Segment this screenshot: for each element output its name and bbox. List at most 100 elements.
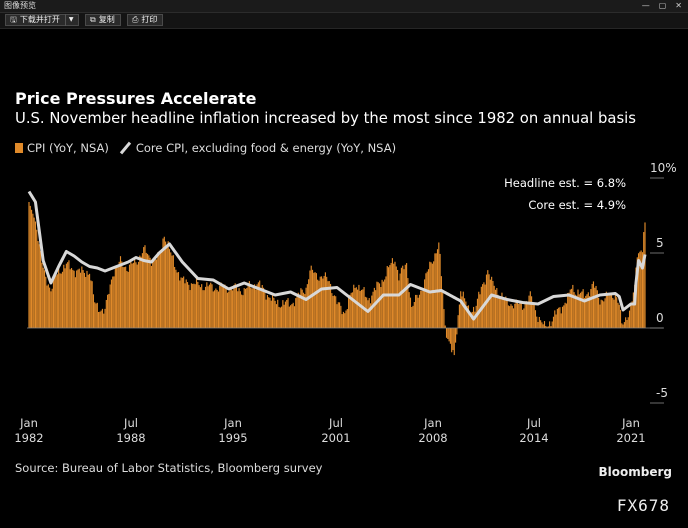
cpi-bar <box>492 280 494 328</box>
cpi-bar <box>409 297 412 328</box>
cpi-bar <box>399 273 401 328</box>
cpi-bar <box>295 298 297 328</box>
chevron-down-icon[interactable]: ▼ <box>64 14 73 26</box>
cpi-bar <box>82 270 84 328</box>
cpi-bar <box>398 280 400 328</box>
cpi-bar <box>190 283 192 328</box>
cpi-bar <box>326 276 328 328</box>
cpi-bar <box>322 278 324 328</box>
cpi-bar <box>306 284 308 328</box>
print-button[interactable]: ⎙ 打印 <box>127 14 163 26</box>
cpi-bar <box>582 289 584 328</box>
cpi-bar <box>162 238 164 328</box>
cpi-bar <box>411 306 413 328</box>
cpi-bar <box>417 297 419 328</box>
cpi-bar <box>541 322 543 328</box>
x-tick-year: 2014 <box>519 431 548 445</box>
cpi-bar <box>599 304 601 328</box>
x-tick-month: Jul <box>328 416 343 430</box>
cpi-bar <box>573 292 575 328</box>
y-tick-label: 5 <box>656 236 664 250</box>
cpi-bar <box>340 305 342 328</box>
cpi-bar <box>36 229 38 328</box>
cpi-bar <box>579 292 582 328</box>
cpi-bar <box>496 288 498 328</box>
maximize-icon[interactable]: ▢ <box>658 1 667 10</box>
cpi-bar <box>70 268 73 328</box>
cpi-bar <box>612 297 614 328</box>
cpi-bar <box>560 313 562 328</box>
cpi-bar <box>364 296 366 328</box>
cpi-bar <box>216 289 218 328</box>
cpi-bar <box>304 294 306 328</box>
window-title: 图像预览 <box>4 1 36 10</box>
cpi-bar <box>601 300 604 328</box>
close-icon[interactable]: ✕ <box>675 1 682 10</box>
cpi-bar <box>600 299 602 328</box>
cpi-bar <box>503 297 506 328</box>
cpi-bar <box>534 310 537 328</box>
cpi-bar <box>372 291 374 328</box>
cpi-bar <box>192 283 194 328</box>
cpi-bar <box>116 265 118 328</box>
cpi-bar <box>311 269 314 328</box>
cpi-bar <box>366 297 368 328</box>
cpi-bar <box>126 270 128 328</box>
cpi-bar <box>109 284 111 328</box>
cpi-bar <box>449 328 451 344</box>
download-open-button[interactable]: 🖫 下载并打开 ▼ <box>5 14 79 26</box>
cpi-bar <box>247 286 249 328</box>
cpi-bar <box>350 292 352 328</box>
cpi-bar <box>415 294 417 328</box>
bloomberg-logo: Bloomberg <box>598 465 673 479</box>
x-tick-year: 2001 <box>321 431 350 445</box>
cpi-bar <box>438 242 440 328</box>
cpi-bar <box>305 287 307 328</box>
cpi-bar <box>175 269 177 328</box>
cpi-bar <box>32 213 34 328</box>
x-tick-month: Jan <box>223 416 242 430</box>
legend-swatch-cpi <box>15 143 23 153</box>
cpi-bar <box>42 267 44 328</box>
cpi-bar <box>521 309 524 328</box>
cpi-bar <box>324 272 326 328</box>
cpi-bar <box>421 290 423 328</box>
cpi-bar <box>40 250 42 328</box>
cpi-bar <box>454 328 457 343</box>
cpi-bar <box>456 328 458 335</box>
cpi-bar <box>371 295 373 328</box>
cpi-bar <box>161 249 163 328</box>
copy-button[interactable]: ⧉ 复制 <box>85 14 121 26</box>
cpi-bar <box>596 290 598 328</box>
cpi-bar <box>91 281 93 328</box>
printer-icon: ⎙ <box>132 15 139 24</box>
cpi-bar <box>345 310 347 328</box>
cpi-bar <box>262 287 265 328</box>
cpi-bar <box>198 285 200 328</box>
cpi-bar <box>225 286 227 328</box>
cpi-bar <box>448 328 450 342</box>
cpi-bar <box>194 284 196 328</box>
cpi-bar <box>442 292 444 328</box>
cpi-bar <box>73 270 75 328</box>
cpi-bar <box>156 259 158 328</box>
cpi-bar <box>586 294 588 328</box>
cpi-bar <box>68 260 70 328</box>
cpi-bar <box>117 265 119 328</box>
cpi-bar <box>555 314 557 328</box>
cpi-bar <box>556 308 558 328</box>
cpi-bar <box>38 244 40 328</box>
cpi-bar <box>49 287 51 328</box>
core-estimate-annotation: Core est. = 4.9% <box>528 198 626 212</box>
cpi-bar <box>644 222 646 328</box>
cpi-bar <box>188 284 190 328</box>
cpi-bar <box>43 270 46 328</box>
cpi-bar <box>576 295 578 328</box>
cpi-bar <box>291 304 293 328</box>
minimize-icon[interactable]: — <box>641 1 650 10</box>
cpi-bar <box>640 250 642 328</box>
cpi-bar <box>86 270 88 328</box>
cpi-bar <box>493 285 495 328</box>
cpi-bar <box>547 326 549 328</box>
cpi-bar <box>79 272 82 328</box>
